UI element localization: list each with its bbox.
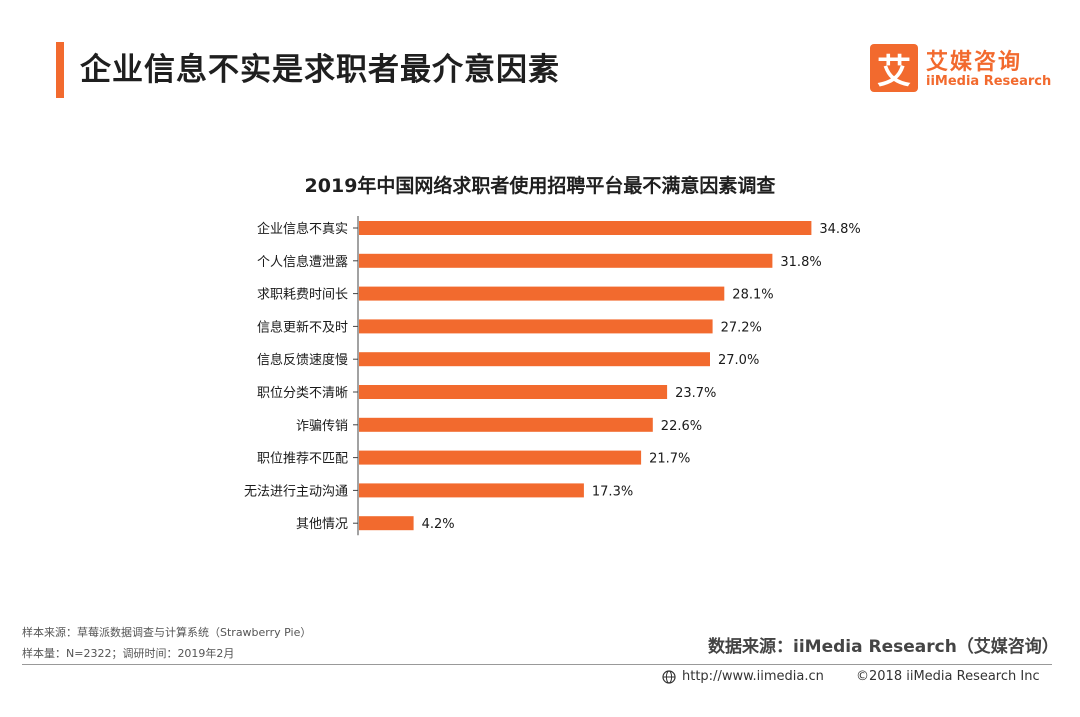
value-label: 31.8% (780, 255, 821, 270)
value-label: 17.3% (592, 484, 633, 499)
bar (359, 286, 725, 301)
value-label: 27.2% (721, 320, 762, 335)
category-label: 求职耗费时间长 (257, 288, 348, 303)
data-source: 数据来源：iiMedia Research（艾媒咨询） (708, 637, 1059, 657)
category-label: 职位分类不清晰 (257, 386, 348, 401)
bar (359, 221, 812, 235)
sample-size-note: 样本量：N=2322；调研时间：2019年2月 (22, 647, 235, 660)
value-label: 34.8% (819, 222, 860, 237)
category-label: 信息反馈速度慢 (257, 352, 348, 368)
logo-name-cn: 艾媒咨询 (926, 50, 1023, 75)
category-label: 无法进行主动沟通 (244, 484, 348, 499)
bar (359, 352, 710, 367)
value-label: 4.2% (422, 517, 455, 532)
bar (359, 450, 642, 465)
website-link[interactable]: http://www.iimedia.cn (662, 669, 824, 684)
bar (359, 417, 653, 432)
category-label: 职位推荐不匹配 (257, 452, 348, 467)
copyright: ©2018 iiMedia Research Inc (856, 669, 1040, 684)
category-label: 个人信息遭泄露 (257, 254, 348, 270)
bar (359, 253, 773, 268)
value-label: 22.6% (661, 419, 702, 434)
bar (359, 385, 668, 399)
value-label: 28.1% (732, 288, 773, 303)
category-label: 诈骗传销 (296, 419, 348, 434)
title-accent-bar (56, 42, 64, 98)
value-label: 21.7% (649, 452, 690, 467)
category-label: 其他情况 (296, 517, 348, 532)
bar (359, 516, 414, 531)
value-label: 23.7% (675, 386, 716, 401)
bar (359, 483, 584, 498)
category-label: 信息更新不及时 (257, 319, 348, 335)
footer-divider (22, 664, 1052, 665)
value-label: 27.0% (718, 353, 759, 368)
category-label: 企业信息不真实 (257, 221, 348, 237)
chart-title: 2019年中国网络求职者使用招聘平台最不满意因素调查 (304, 175, 776, 197)
logo-mark: 艾 (870, 44, 918, 92)
sample-source-note: 样本来源：草莓派数据调查与计算系统（Strawberry Pie） (22, 626, 312, 639)
logo-name-en: iiMedia Research (926, 74, 1052, 89)
brand-logo: 艾 艾媒咨询 iiMedia Research (870, 44, 1055, 94)
bar (359, 319, 713, 334)
website-url[interactable]: http://www.iimedia.cn (682, 669, 824, 684)
page-title: 企业信息不实是求职者最介意因素 (80, 52, 560, 88)
globe-icon (662, 669, 676, 684)
